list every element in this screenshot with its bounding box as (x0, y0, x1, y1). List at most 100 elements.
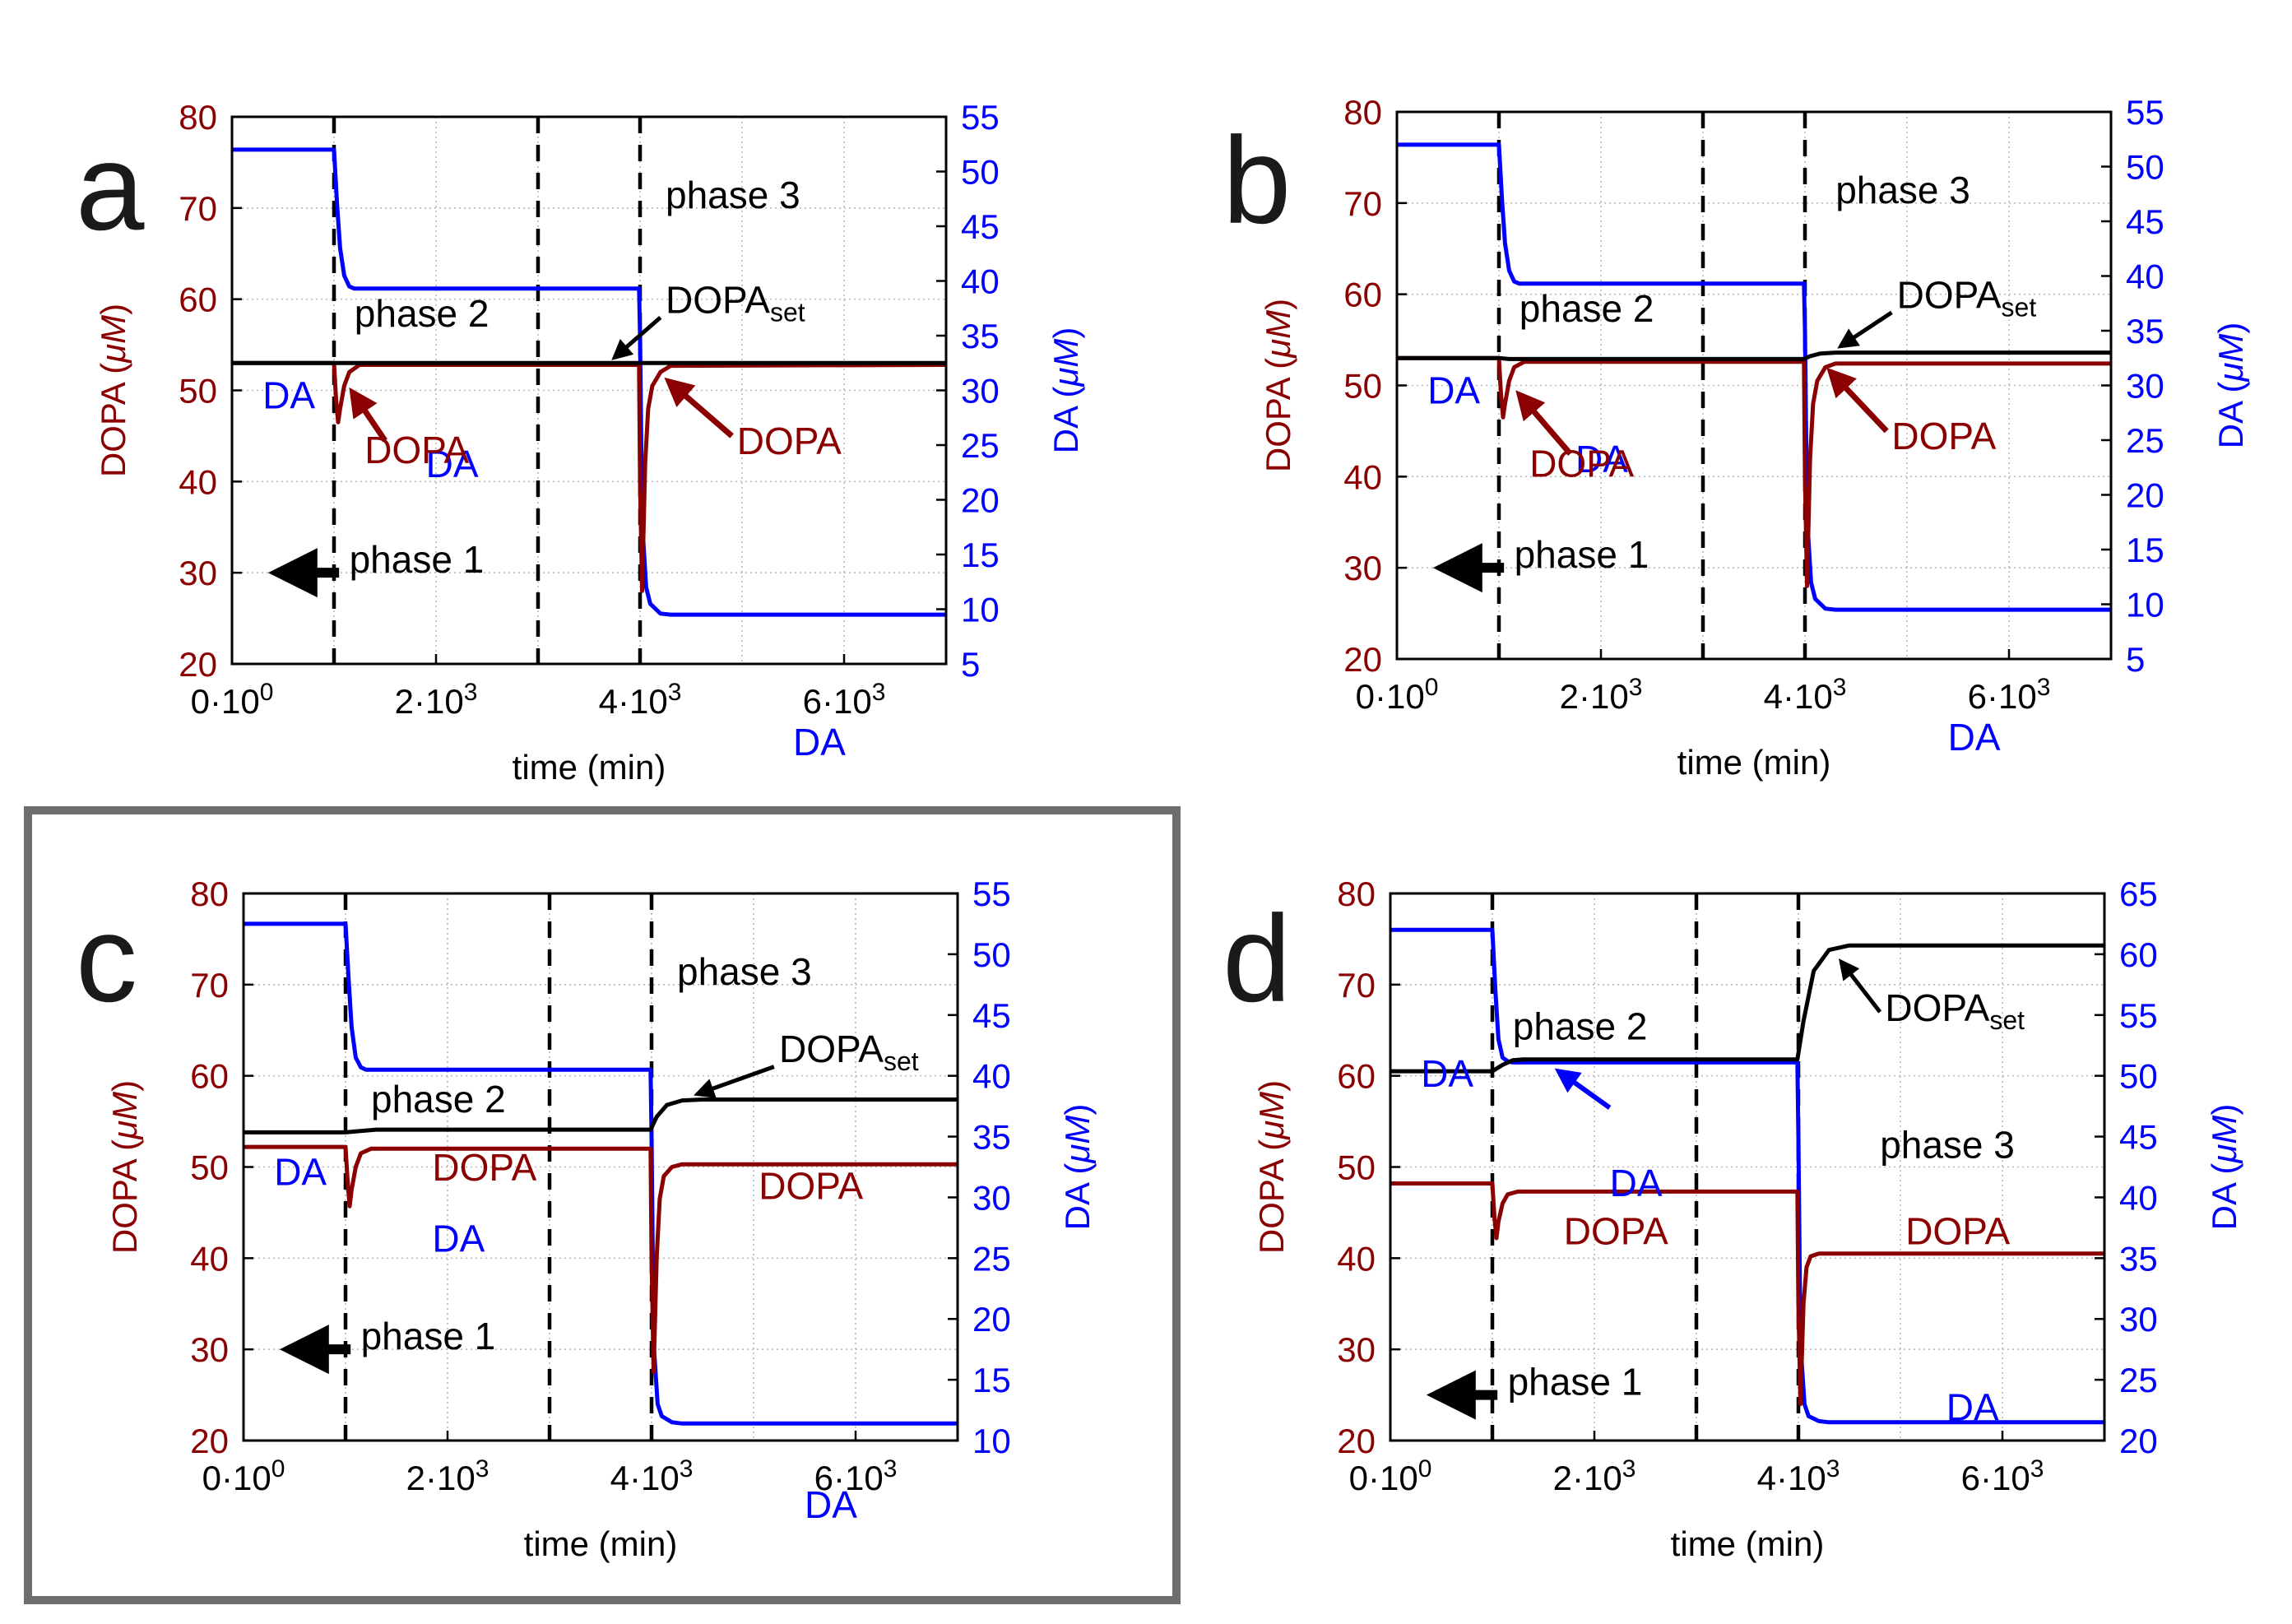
tick-label-right: 20 (961, 481, 1000, 520)
tick-label-right: 40 (961, 262, 1000, 301)
tick-label-right: 40 (2126, 258, 2164, 296)
chart-panel-b: b 20 30 40 50 60 70 80 5 10 15 20 25 30 35 40 45 50 55 0·10… (1223, 93, 2250, 782)
tick-label-left: 30 (190, 1330, 229, 1369)
annotation-phase-3: phase 3 (1835, 169, 1970, 211)
annotation-dopa-set: DOPAset (1885, 986, 2025, 1035)
annotation-phase-2: phase 2 (371, 1078, 506, 1121)
tick-label-left: 30 (179, 554, 217, 592)
annotation-dopa-phase3: DOPA (1891, 415, 1996, 457)
tick-label-right: 20 (2119, 1422, 2158, 1460)
tick-label-right: 55 (2126, 93, 2164, 132)
tick-label-right: 20 (972, 1300, 1011, 1339)
series-line-dopa (1390, 1181, 2104, 1407)
tick-label-left: 40 (179, 462, 217, 501)
annotation-dopa-set: DOPAset (779, 1028, 919, 1076)
series-line-dopa (244, 1144, 958, 1375)
annotation-phase-2: phase 2 (355, 292, 489, 335)
y-axis-label-right: DA (μM) (2205, 1104, 2243, 1231)
tick-label-right: 55 (961, 98, 1000, 137)
y-axis-label-left: DOPA (μM) (94, 304, 132, 477)
tick-label-right: 10 (972, 1422, 1011, 1460)
series-line-dopaset (1397, 350, 2111, 361)
tick-label-x: 0·100 (191, 679, 274, 721)
tick-label-x: 0·100 (1349, 1455, 1432, 1497)
panel-c-highlight-frame (24, 806, 1181, 1604)
tick-label-right: 55 (2119, 996, 2158, 1035)
tick-label-x: 2·103 (1553, 1455, 1636, 1497)
tick-label-right: 50 (972, 935, 1011, 974)
tick-label-right: 30 (961, 372, 1000, 411)
annotation-dopa-set: DOPAset (666, 278, 805, 327)
tick-label-right: 30 (2119, 1300, 2158, 1339)
annotation-dopa-phase3: DOPA (759, 1164, 863, 1207)
series-line-dopa (1397, 355, 2111, 588)
tick-label-left: 50 (190, 1148, 229, 1187)
annotation-phase-1: phase 1 (350, 538, 485, 581)
tick-label-x: 0·100 (202, 1455, 285, 1497)
annotation-da-phase3: DA (1948, 716, 2001, 759)
y-axis-label-left: DOPA (μM) (1259, 299, 1297, 472)
tick-label-x: 4·103 (1764, 674, 1847, 716)
tick-label-right: 30 (972, 1178, 1011, 1217)
tick-label-x: 2·103 (1560, 674, 1643, 716)
tick-label-right: 15 (972, 1361, 1011, 1399)
panel-letter-d: d (1223, 889, 1291, 1028)
x-axis-label: time (min) (513, 748, 666, 786)
annotation-arrow-2 (1515, 390, 1573, 456)
tick-label-left: 80 (1337, 875, 1376, 913)
tick-label-right: 30 (2126, 367, 2164, 406)
annotation-arrow-2 (694, 1065, 775, 1098)
tick-label-x: 4·103 (1757, 1455, 1840, 1497)
annotation-da-phase1: DA (1421, 1052, 1473, 1095)
tick-label-right: 35 (961, 317, 1000, 355)
tick-label-right: 10 (2126, 586, 2164, 624)
x-axis-label: time (min) (1677, 743, 1831, 782)
annotation-phase-1: phase 1 (1508, 1361, 1643, 1404)
tick-label-right: 10 (961, 591, 1000, 629)
tick-label-right: 35 (972, 1118, 1011, 1157)
tick-label-right: 15 (961, 536, 1000, 574)
tick-label-left: 20 (179, 645, 217, 684)
tick-label-right: 45 (2126, 202, 2164, 241)
tick-label-left: 80 (1343, 93, 1382, 132)
annotation-arrow-3 (1839, 958, 1882, 1014)
x-axis-label: time (min) (524, 1524, 678, 1563)
tick-label-right: 35 (2119, 1239, 2158, 1278)
series-line-da (1390, 927, 2104, 1425)
series-line-da (1397, 142, 2111, 612)
tick-label-right: 50 (2119, 1057, 2158, 1096)
series-line-dopaset (1390, 943, 2104, 1074)
tick-label-right: 35 (2126, 312, 2164, 350)
tick-label-left: 30 (1343, 549, 1382, 587)
series-line-dopa (232, 360, 947, 593)
series-line-da (232, 147, 946, 617)
annotation-da-phase2: DA (1610, 1162, 1663, 1204)
tick-label-left: 50 (179, 372, 217, 411)
tick-label-left: 80 (190, 875, 229, 913)
tick-label-x: 4·103 (599, 679, 682, 721)
y-axis-label-right: DA (μM) (1058, 1104, 1097, 1231)
annotation-arrow-4 (1837, 310, 1893, 349)
tick-label-left: 40 (1337, 1239, 1376, 1278)
panel-letter-b: b (1223, 111, 1291, 249)
annotation-da-phase3: DA (1946, 1386, 1999, 1429)
annotation-dopa-phase2: DOPA (1529, 442, 1634, 485)
tick-label-x: 0·100 (1356, 674, 1439, 716)
chart-panel-c: c 20 30 40 50 60 70 80 10 15 20 25 30 35 40 45 50 55 0·100… (76, 875, 1097, 1563)
tick-label-left: 60 (179, 281, 217, 319)
chart-panel-a: a 20 30 40 50 60 70 80 5 10 15 20 25 30 35 40 45 50 55 0·10… (76, 98, 1085, 786)
tick-label-left: 60 (190, 1057, 229, 1096)
tick-label-x: 6·103 (803, 679, 886, 721)
tick-label-right: 5 (961, 645, 980, 684)
annotation-da-phase3: DA (793, 721, 846, 763)
annotation-dopa-phase2: DOPA (1564, 1210, 1668, 1253)
tick-label-right: 45 (972, 996, 1011, 1035)
tick-label-left: 70 (190, 966, 229, 1005)
annotation-da-phase1: DA (1427, 369, 1480, 412)
annotation-phase-3: phase 3 (677, 950, 812, 993)
tick-label-left: 20 (1337, 1422, 1376, 1460)
annotation-phase-3: phase 3 (1880, 1123, 2015, 1166)
annotation-dopa-set: DOPAset (1897, 273, 2037, 322)
annotation-da-phase2: DA (426, 443, 479, 485)
